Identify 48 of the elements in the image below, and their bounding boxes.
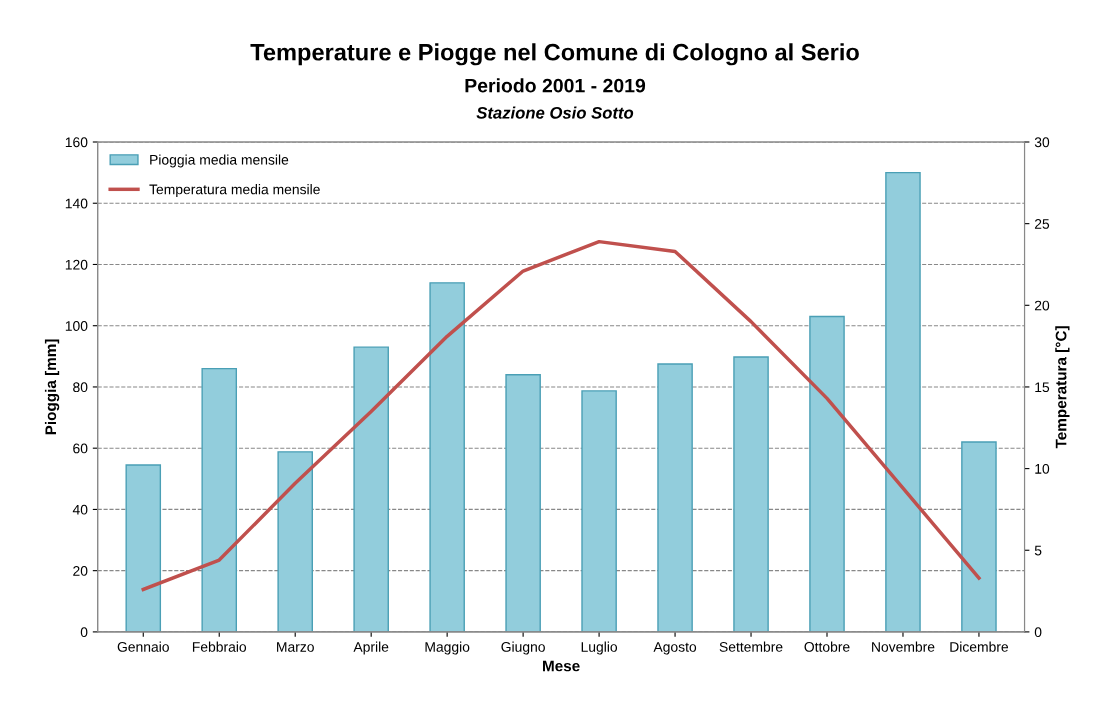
y-tick-label: 20 xyxy=(73,566,88,576)
y2-tick-label: 20 xyxy=(1034,300,1050,311)
x-tick-label: Ottobre xyxy=(804,641,850,652)
x-tick-label: Dicembre xyxy=(950,641,1009,652)
bar xyxy=(657,363,693,632)
x-tick-label: Giugno xyxy=(501,641,545,655)
bar xyxy=(885,171,921,632)
x-tick-label: Maggio xyxy=(425,641,470,655)
bar xyxy=(733,356,769,632)
y-tick-label: 160 xyxy=(65,137,88,148)
y-tick-label: 40 xyxy=(72,504,88,515)
x-axis-title: Mese xyxy=(543,660,580,672)
bar xyxy=(125,464,162,632)
y-tick-label: 0 xyxy=(80,627,88,638)
bar xyxy=(961,441,997,632)
y2-tick-label: 25 xyxy=(1034,218,1050,229)
y2-tick-label: 5 xyxy=(1034,545,1042,556)
x-tick-label: Gennaio xyxy=(117,641,169,652)
y2-tick-label: 30 xyxy=(1034,137,1050,148)
y2-tick-label: 10 xyxy=(1035,463,1050,474)
x-tick-label: Febbraio xyxy=(192,641,247,652)
bar xyxy=(505,374,541,632)
bar xyxy=(277,451,313,632)
bar xyxy=(429,282,465,632)
y-tick-label: 60 xyxy=(73,443,88,454)
y-tick-label: 120 xyxy=(65,259,88,270)
y2-axis-title: Temperatura [°C] xyxy=(1055,326,1070,449)
y2-tick-label: 15 xyxy=(1035,382,1050,393)
chart-title: Temperature e Piogge nel Comune di Cologno al Serio xyxy=(250,43,859,66)
x-tick-label: Novembre xyxy=(872,641,935,652)
y2-tick-label: 0 xyxy=(1034,627,1042,638)
x-tick-label: Settembre xyxy=(719,641,783,652)
y-tick-label: 100 xyxy=(65,321,88,331)
x-tick-label: Agosto xyxy=(653,642,697,655)
bar xyxy=(353,346,389,632)
x-tick-label: Luglio xyxy=(581,641,618,655)
line-series xyxy=(141,239,981,592)
x-tick-label: Marzo xyxy=(277,642,314,652)
y-tick-label: 140 xyxy=(65,198,88,209)
bar xyxy=(809,315,845,632)
legend-label: Pioggia media mensile xyxy=(150,154,289,168)
legend-label: Temperatura media mensile xyxy=(149,184,320,198)
bar xyxy=(201,367,238,632)
chart-subtitle: Periodo 2001 - 2019 Stazione Osio Sotto xyxy=(465,78,646,119)
bar xyxy=(581,390,617,632)
y-axis-title: Pioggia [mm] xyxy=(44,339,60,435)
x-tick-label: Aprile xyxy=(353,641,389,655)
y-tick-label: 80 xyxy=(73,382,88,393)
